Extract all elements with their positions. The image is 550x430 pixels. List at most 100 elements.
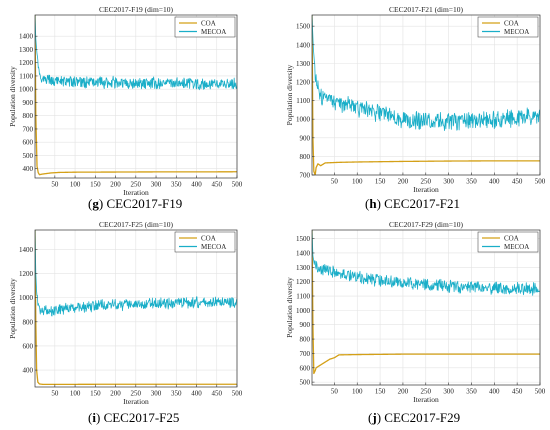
x-tick-label: 400 — [191, 181, 202, 189]
y-tick-label: 1000 — [296, 116, 311, 124]
x-tick-label: 500 — [232, 181, 243, 189]
caption-panel-label: g — [92, 196, 99, 211]
x-tick-label: 200 — [398, 178, 409, 186]
series-group — [312, 15, 540, 175]
x-axis-label: Iteration — [413, 395, 439, 404]
x-tick-label: 150 — [90, 181, 101, 189]
x-tick-label: 250 — [131, 390, 142, 398]
x-axis-label: Iteration — [123, 188, 149, 197]
x-tick-label: 350 — [171, 181, 182, 189]
y-tick-label: 1300 — [296, 264, 311, 272]
x-tick-label: 300 — [151, 181, 162, 189]
chart-title: CEC2017-F29 (dim=10) — [389, 220, 464, 229]
caption-panel-label: h — [369, 196, 377, 211]
series-group — [35, 230, 237, 385]
y-tick-label: 700 — [300, 172, 311, 180]
caption-g: (g) CEC2017-F19 — [88, 196, 183, 211]
y-tick-label: 700 — [23, 125, 34, 133]
y-tick-label: 900 — [300, 321, 311, 329]
x-tick-label: 250 — [421, 178, 432, 186]
caption-text: CEC2017-F29 — [384, 410, 461, 425]
chart-title: CEC2017-F19 (dim=10) — [99, 5, 174, 14]
legend-label-mecoa: MECOA — [201, 243, 226, 251]
caption-panel-label: i — [92, 410, 96, 425]
x-tick-label: 350 — [466, 178, 477, 186]
chart-title: CEC2017-F25 (dim=10) — [99, 220, 174, 229]
x-tick-label: 500 — [535, 178, 546, 186]
x-tick-label: 450 — [212, 390, 223, 398]
y-tick-label: 500 — [23, 152, 34, 160]
y-tick-label: 400 — [23, 165, 34, 173]
y-tick-label: 400 — [23, 367, 34, 375]
x-tick-label: 250 — [421, 388, 432, 396]
x-tick-label: 100 — [352, 178, 363, 186]
legend-label-coa: COA — [201, 235, 216, 243]
x-axis-label: Iteration — [123, 397, 149, 406]
y-tick-label: 1100 — [296, 97, 310, 105]
x-tick-label: 50 — [331, 388, 339, 396]
legend-label-coa: COA — [504, 235, 519, 243]
legend-label-mecoa: MECOA — [504, 28, 529, 36]
x-tick-label: 350 — [171, 390, 182, 398]
y-tick-label: 1000 — [296, 307, 311, 315]
series-line-mecoa — [35, 15, 237, 91]
x-tick-label: 500 — [535, 388, 546, 396]
y-axis-label: Population diversity — [285, 64, 294, 125]
y-tick-label: 1400 — [296, 249, 311, 257]
y-tick-label: 700 — [300, 350, 311, 358]
x-tick-label: 400 — [489, 388, 500, 396]
x-axis-label: Iteration — [413, 185, 439, 194]
x-tick-label: 100 — [352, 388, 363, 396]
y-tick-label: 800 — [300, 336, 311, 344]
series-line-coa — [312, 230, 540, 375]
x-tick-label: 200 — [110, 390, 121, 398]
y-tick-label: 800 — [23, 112, 34, 120]
y-tick-label: 1100 — [296, 293, 310, 301]
y-tick-label: 1200 — [296, 78, 311, 86]
x-tick-label: 200 — [110, 181, 121, 189]
x-tick-label: 50 — [51, 390, 59, 398]
y-tick-label: 600 — [300, 364, 311, 372]
x-tick-label: 200 — [398, 388, 409, 396]
legend-label-mecoa: MECOA — [201, 28, 226, 36]
y-tick-label: 1200 — [19, 270, 34, 278]
y-tick-label: 600 — [23, 139, 34, 147]
y-tick-label: 1000 — [19, 294, 34, 302]
y-tick-label: 1300 — [296, 60, 311, 68]
y-tick-label: 1100 — [19, 72, 33, 80]
x-tick-label: 450 — [512, 178, 523, 186]
x-tick-label: 400 — [489, 178, 500, 186]
x-tick-label: 400 — [191, 390, 202, 398]
x-tick-label: 150 — [90, 390, 101, 398]
x-tick-label: 300 — [151, 390, 162, 398]
series-group — [35, 15, 237, 176]
caption-panel-label: j — [372, 410, 377, 425]
x-tick-label: 450 — [212, 181, 223, 189]
y-tick-label: 1400 — [296, 41, 311, 49]
caption-i: (i) CEC2017-F25 — [88, 410, 180, 425]
x-tick-label: 450 — [512, 388, 523, 396]
x-tick-label: 300 — [443, 178, 454, 186]
x-tick-label: 50 — [331, 178, 339, 186]
caption-h: (h) CEC2017-F21 — [365, 196, 461, 211]
y-tick-label: 600 — [23, 342, 34, 350]
series-line-mecoa — [312, 230, 540, 296]
series-line-coa — [312, 15, 540, 175]
x-tick-label: 50 — [51, 181, 59, 189]
panel-g: 50 100 150 200 250 300 350 400 450 500 400 500 600 70… — [8, 5, 243, 197]
caption-text: CEC2017-F21 — [384, 196, 461, 211]
series-line-coa — [35, 230, 237, 385]
y-tick-label: 1200 — [296, 278, 311, 286]
y-tick-label: 1500 — [296, 23, 311, 31]
panel-h: 50 100 150 200 250 300 350 400 450 500 700 800 900 10… — [285, 5, 546, 194]
y-tick-label: 800 — [300, 153, 311, 161]
x-tick-label: 350 — [466, 388, 477, 396]
legend-label-coa: COA — [201, 20, 216, 28]
legend-label-coa: COA — [504, 20, 519, 28]
panel-i: 50 100 150 200 250 300 350 400 450 500 400 600 800 10… — [8, 220, 243, 406]
x-tick-label: 500 — [232, 390, 243, 398]
